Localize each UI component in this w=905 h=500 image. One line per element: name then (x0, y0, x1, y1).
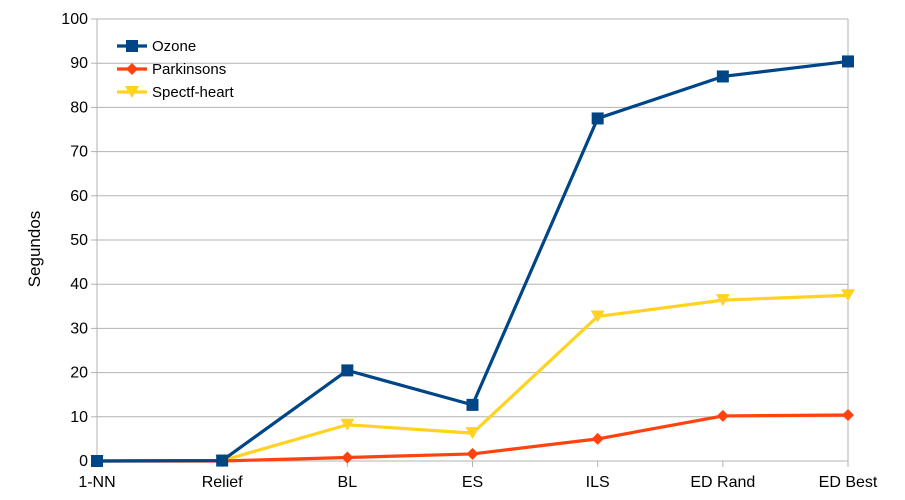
x-tick-label: ED Best (819, 474, 878, 491)
data-point (591, 432, 604, 445)
y-tick-label: 30 (70, 320, 88, 337)
data-point (466, 398, 479, 411)
x-tick-label: BL (338, 474, 358, 491)
legend-marker (126, 40, 138, 52)
y-axis-label: Segundos (25, 211, 44, 288)
y-tick-label: 80 (70, 99, 88, 116)
y-tick-label: 70 (70, 144, 88, 161)
data-point (842, 409, 854, 422)
x-tick-label: ED Rand (690, 474, 755, 491)
series-ozone (91, 55, 854, 467)
x-axis-ticks: 1-NN Relief BL ES ILS ED Rand ED Best (78, 461, 878, 491)
y-tick-label: 50 (70, 232, 88, 249)
y-tick-label: 40 (70, 276, 88, 293)
legend-item: Parkinsons (117, 61, 226, 78)
x-tick-label: ILS (586, 474, 610, 491)
data-point (216, 454, 229, 467)
x-tick-label: Relief (202, 474, 243, 491)
data-point (842, 55, 854, 68)
data-point (591, 112, 604, 125)
legend-label: Parkinsons (152, 61, 226, 78)
legend: Ozone Parkinsons Spectf-heart (117, 38, 235, 101)
y-tick-label: 20 (70, 365, 88, 382)
y-tick-label: 10 (70, 409, 88, 426)
data-point (716, 70, 729, 83)
legend-marker (126, 63, 138, 75)
data-point (716, 409, 729, 422)
data-point (340, 418, 355, 431)
y-tick-label: 0 (79, 453, 88, 470)
y-axis-ticks: 0 10 20 30 40 50 60 70 80 90 100 (61, 11, 88, 470)
legend-label: Ozone (152, 38, 196, 55)
data-point (465, 427, 480, 440)
data-point (715, 294, 730, 307)
series-group (90, 55, 855, 467)
data-point (466, 447, 479, 460)
data-point (341, 451, 354, 464)
y-tick-label: 100 (61, 11, 88, 28)
legend-item: Spectf-heart (117, 84, 235, 101)
legend-marker (125, 86, 139, 98)
data-point (341, 364, 354, 377)
y-tick-label: 60 (70, 188, 88, 205)
legend-label: Spectf-heart (152, 84, 235, 101)
series-spectf-heart (90, 289, 855, 467)
x-tick-label: 1-NN (78, 474, 115, 491)
data-point (841, 289, 855, 302)
data-point (91, 455, 103, 467)
y-tick-label: 90 (70, 55, 88, 72)
x-tick-label: ES (462, 474, 483, 491)
grid-lines (91, 18, 849, 462)
legend-item: Ozone (117, 38, 196, 55)
data-point (590, 310, 605, 323)
